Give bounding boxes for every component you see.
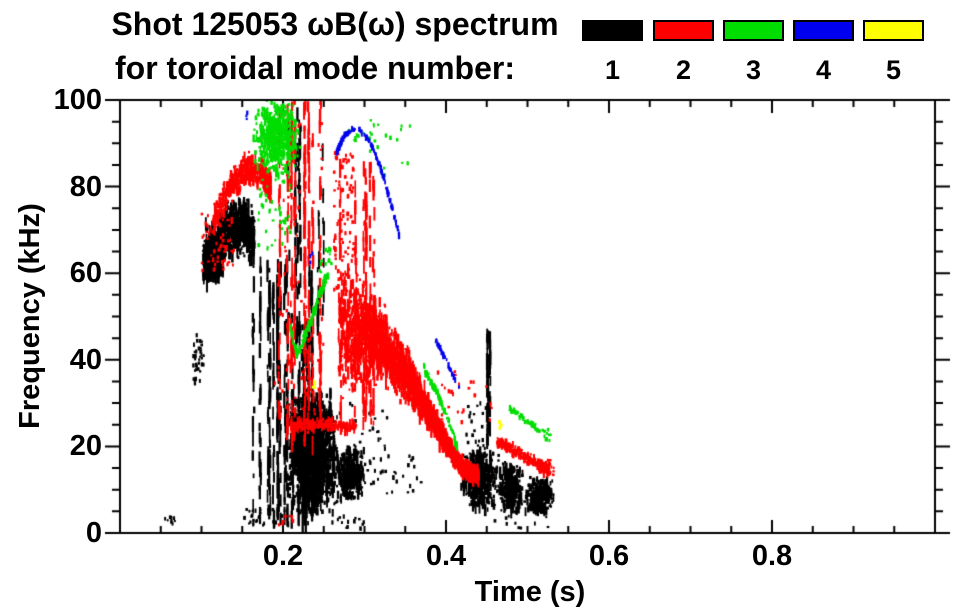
legend-swatch-mode-3	[723, 20, 784, 41]
x-axis-title: Time (s)	[474, 576, 586, 608]
legend: 1 2 3 4 5	[0, 0, 963, 90]
x-tick-label: 0.4	[425, 540, 467, 572]
x-tick-label: 0.2	[262, 540, 304, 572]
chart-title-line1: Shot 125053 ωB(ω) spectrum	[111, 6, 559, 42]
chart-title-line2: for toroidal mode number:	[115, 50, 515, 86]
legend-swatch-mode-1	[582, 20, 643, 41]
y-axis-title: Frequency (kHz)	[14, 203, 46, 429]
x-tick-label: 0.8	[751, 540, 793, 572]
legend-label-mode-5: 5	[885, 55, 902, 85]
legend-label-mode-3: 3	[745, 55, 762, 85]
y-tick-label: 40	[69, 343, 102, 376]
y-tick-label: 20	[69, 430, 102, 463]
y-tick-label: 100	[53, 84, 102, 116]
legend-label-mode-1: 1	[604, 55, 621, 85]
y-tick-label: 0	[85, 517, 102, 549]
legend-swatch-mode-5	[863, 20, 924, 41]
x-tick-label: 0.6	[588, 540, 630, 572]
y-tick-label: 60	[69, 257, 102, 290]
legend-label-mode-4: 4	[815, 55, 832, 85]
legend-label-mode-2: 2	[675, 55, 692, 85]
legend-swatch-mode-4	[793, 20, 854, 41]
legend-swatch-mode-2	[653, 20, 714, 41]
y-tick-label: 80	[69, 170, 102, 203]
